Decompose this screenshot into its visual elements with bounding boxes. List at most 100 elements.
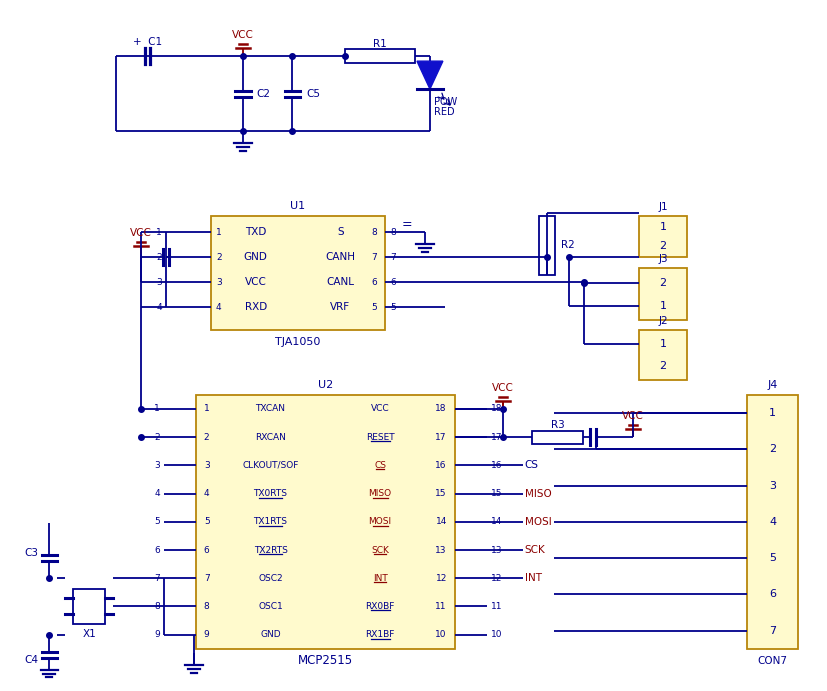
Text: VRF: VRF xyxy=(330,302,351,312)
Text: R1: R1 xyxy=(373,39,387,49)
Text: 2: 2 xyxy=(203,433,209,442)
Text: 10: 10 xyxy=(435,630,447,639)
Text: C5: C5 xyxy=(307,88,320,99)
Text: INT: INT xyxy=(524,574,542,583)
Text: GND: GND xyxy=(244,252,268,263)
Text: 17: 17 xyxy=(435,433,447,442)
Text: 3: 3 xyxy=(155,461,160,470)
Text: 12: 12 xyxy=(490,574,502,583)
Text: 3: 3 xyxy=(769,480,776,491)
Text: CS: CS xyxy=(524,460,538,471)
Text: J2: J2 xyxy=(658,316,668,326)
Text: VCC: VCC xyxy=(492,383,514,393)
Text: 7: 7 xyxy=(371,253,377,262)
Text: VCC: VCC xyxy=(370,404,390,413)
Text: 3: 3 xyxy=(203,461,209,470)
Text: X1: X1 xyxy=(83,630,96,639)
Text: 15: 15 xyxy=(435,489,447,498)
Text: GND: GND xyxy=(261,630,281,639)
Text: 6: 6 xyxy=(203,545,209,554)
Text: 4: 4 xyxy=(155,489,160,498)
Text: TXD: TXD xyxy=(245,227,266,238)
Text: C3: C3 xyxy=(25,549,39,558)
Text: CANH: CANH xyxy=(325,252,356,263)
Text: 18: 18 xyxy=(490,404,502,413)
Text: 8: 8 xyxy=(371,228,377,237)
Text: 2: 2 xyxy=(216,253,222,262)
Text: 8: 8 xyxy=(390,228,396,237)
Text: OSC1: OSC1 xyxy=(258,602,283,611)
Text: 1: 1 xyxy=(769,408,776,418)
Text: J3: J3 xyxy=(658,254,668,265)
Text: C4: C4 xyxy=(25,654,39,665)
Text: RXD: RXD xyxy=(245,302,267,312)
Text: =: = xyxy=(402,218,413,231)
Text: VCC: VCC xyxy=(622,411,644,422)
Text: MOSI: MOSI xyxy=(369,518,392,527)
Text: 9: 9 xyxy=(203,630,209,639)
Text: 1: 1 xyxy=(659,223,667,232)
Text: TX1RTS: TX1RTS xyxy=(254,518,288,527)
Text: 2: 2 xyxy=(659,361,667,371)
Text: 8: 8 xyxy=(203,602,209,611)
Text: 5: 5 xyxy=(155,518,160,527)
Text: RXCAN: RXCAN xyxy=(256,433,286,442)
Text: 11: 11 xyxy=(435,602,447,611)
FancyBboxPatch shape xyxy=(539,216,556,275)
Text: J4: J4 xyxy=(767,380,777,390)
Text: 4: 4 xyxy=(156,303,162,312)
Text: OSC2: OSC2 xyxy=(258,574,283,583)
Text: +  C1: + C1 xyxy=(132,37,161,47)
Text: 7: 7 xyxy=(769,625,776,636)
Text: 12: 12 xyxy=(436,574,447,583)
Text: RX1BF: RX1BF xyxy=(366,630,394,639)
Text: 7: 7 xyxy=(203,574,209,583)
Text: INT: INT xyxy=(373,574,388,583)
Text: SCK: SCK xyxy=(524,545,545,555)
FancyBboxPatch shape xyxy=(747,395,798,649)
Text: VCC: VCC xyxy=(130,229,152,238)
Text: 16: 16 xyxy=(435,461,447,470)
Text: R2: R2 xyxy=(562,240,575,250)
Text: RX0BF: RX0BF xyxy=(366,602,394,611)
FancyBboxPatch shape xyxy=(639,268,687,320)
Text: 1: 1 xyxy=(203,404,209,413)
Text: VCC: VCC xyxy=(232,30,254,40)
Text: 7: 7 xyxy=(390,253,396,262)
Text: 1: 1 xyxy=(659,339,667,349)
FancyBboxPatch shape xyxy=(532,430,583,444)
Text: 1: 1 xyxy=(155,404,160,413)
Text: J1: J1 xyxy=(658,202,668,211)
Text: 8: 8 xyxy=(155,602,160,611)
Text: 15: 15 xyxy=(490,489,502,498)
Polygon shape xyxy=(417,61,443,89)
Text: TX0RTS: TX0RTS xyxy=(254,489,288,498)
Text: 2: 2 xyxy=(659,240,667,251)
Text: 5: 5 xyxy=(203,518,209,527)
Text: C2: C2 xyxy=(256,88,270,99)
FancyBboxPatch shape xyxy=(639,216,687,257)
Text: 6: 6 xyxy=(155,545,160,554)
Text: 2: 2 xyxy=(156,253,162,262)
Text: CANL: CANL xyxy=(327,277,354,287)
Text: R3: R3 xyxy=(551,420,564,430)
Text: 4: 4 xyxy=(203,489,209,498)
Text: RED: RED xyxy=(434,107,455,117)
FancyBboxPatch shape xyxy=(346,49,415,63)
Text: 6: 6 xyxy=(371,278,377,287)
Text: 2: 2 xyxy=(659,278,667,288)
Text: TX2RTS: TX2RTS xyxy=(254,545,288,554)
Text: CS: CS xyxy=(374,461,386,470)
Text: S: S xyxy=(337,227,343,238)
FancyBboxPatch shape xyxy=(211,216,385,330)
Text: 6: 6 xyxy=(769,589,776,599)
FancyBboxPatch shape xyxy=(74,589,105,625)
Text: SCK: SCK xyxy=(371,545,389,554)
Text: U2: U2 xyxy=(318,380,333,390)
Text: 5: 5 xyxy=(390,303,396,312)
Text: CLKOUT/SOF: CLKOUT/SOF xyxy=(242,461,299,470)
Text: 10: 10 xyxy=(490,630,502,639)
Text: 1: 1 xyxy=(216,228,222,237)
FancyBboxPatch shape xyxy=(196,395,455,649)
Text: POW: POW xyxy=(434,97,457,107)
